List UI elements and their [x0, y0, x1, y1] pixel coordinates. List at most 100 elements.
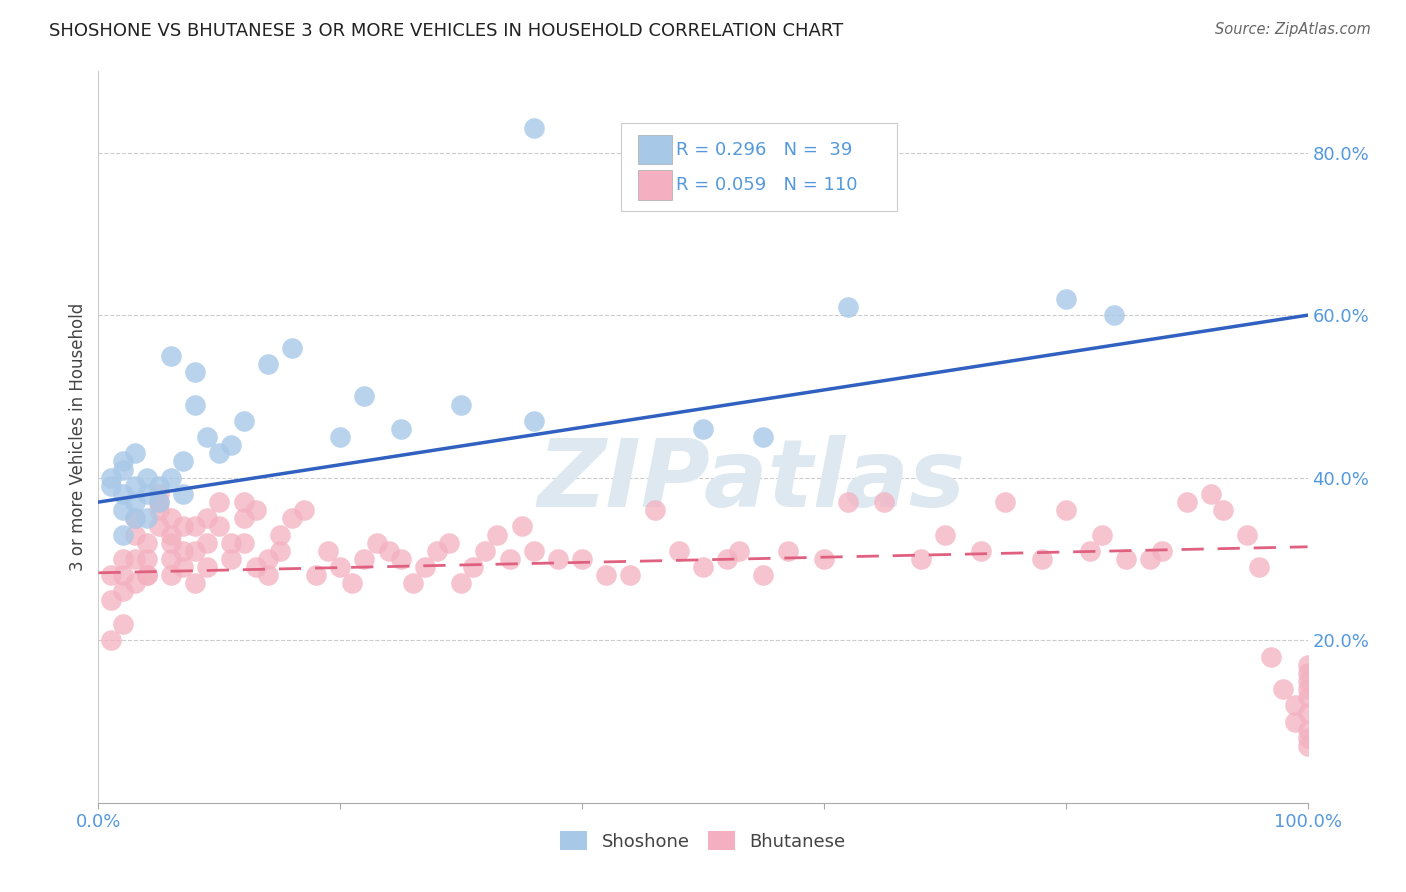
Point [100, 568, 122, 582]
Point [1236, 527, 1258, 541]
Point [232, 535, 254, 549]
Point [728, 544, 751, 558]
Point [172, 560, 194, 574]
Point [135, 568, 157, 582]
Point [281, 511, 304, 525]
Point [1296, 681, 1319, 696]
Point [1272, 681, 1295, 696]
Point [195, 560, 218, 574]
Point [148, 519, 170, 533]
Point [160, 568, 183, 582]
Text: R = 0.296   N =  39: R = 0.296 N = 39 [676, 141, 852, 159]
Point [316, 544, 339, 558]
Point [111, 503, 134, 517]
Point [1296, 673, 1319, 688]
Point [124, 446, 146, 460]
Point [426, 544, 449, 558]
Point [148, 487, 170, 501]
Point [160, 471, 183, 485]
Point [1102, 308, 1125, 322]
Point [195, 511, 218, 525]
Point [221, 552, 243, 566]
Point [172, 487, 194, 501]
Point [1296, 723, 1319, 737]
Point [148, 495, 170, 509]
Point [184, 576, 207, 591]
Point [329, 430, 352, 444]
Point [1296, 665, 1319, 680]
Point [692, 422, 714, 436]
Point [571, 552, 593, 566]
Point [1284, 698, 1306, 713]
Point [135, 511, 157, 525]
Point [124, 576, 146, 591]
Point [752, 568, 775, 582]
Point [1212, 503, 1234, 517]
Point [111, 552, 134, 566]
Point [498, 552, 520, 566]
Point [523, 414, 546, 428]
Point [523, 121, 546, 136]
Point [100, 479, 122, 493]
Point [510, 519, 533, 533]
Point [1115, 552, 1137, 566]
Point [1031, 552, 1053, 566]
Text: ZIPatlas: ZIPatlas [537, 435, 966, 527]
Point [450, 576, 472, 591]
Point [148, 479, 170, 493]
Point [910, 552, 932, 566]
Point [124, 479, 146, 493]
Point [1139, 552, 1161, 566]
Point [124, 511, 146, 525]
Legend: Shoshone, Bhutanese: Shoshone, Bhutanese [551, 822, 855, 860]
Point [135, 568, 157, 582]
Point [342, 576, 364, 591]
Text: Source: ZipAtlas.com: Source: ZipAtlas.com [1215, 22, 1371, 37]
Point [377, 544, 399, 558]
Point [776, 544, 799, 558]
Point [111, 487, 134, 501]
Point [366, 535, 388, 549]
Point [184, 519, 207, 533]
Point [256, 568, 278, 582]
Point [934, 527, 956, 541]
Point [135, 535, 157, 549]
Point [221, 438, 243, 452]
Point [1078, 544, 1101, 558]
Point [413, 560, 436, 574]
Point [111, 527, 134, 541]
Point [463, 560, 485, 574]
Point [269, 527, 291, 541]
Point [135, 487, 157, 501]
Point [232, 511, 254, 525]
Point [1296, 739, 1319, 753]
Point [135, 552, 157, 566]
Point [281, 341, 304, 355]
Point [668, 544, 690, 558]
Point [269, 544, 291, 558]
Point [148, 503, 170, 517]
Point [172, 519, 194, 533]
Point [208, 495, 231, 509]
Text: R = 0.059   N = 110: R = 0.059 N = 110 [676, 176, 858, 194]
Point [837, 300, 859, 314]
Point [389, 552, 412, 566]
Point [160, 535, 183, 549]
Point [100, 633, 122, 648]
Point [172, 544, 194, 558]
Point [970, 544, 993, 558]
Point [474, 544, 496, 558]
Point [135, 471, 157, 485]
Point [208, 446, 231, 460]
Point [1054, 292, 1077, 306]
Point [1260, 649, 1282, 664]
Point [1296, 657, 1319, 672]
Point [1296, 731, 1319, 745]
Point [100, 471, 122, 485]
Point [1199, 487, 1222, 501]
Point [184, 544, 207, 558]
Point [1054, 503, 1077, 517]
Point [111, 462, 134, 476]
Point [1296, 706, 1319, 721]
Point [160, 349, 183, 363]
